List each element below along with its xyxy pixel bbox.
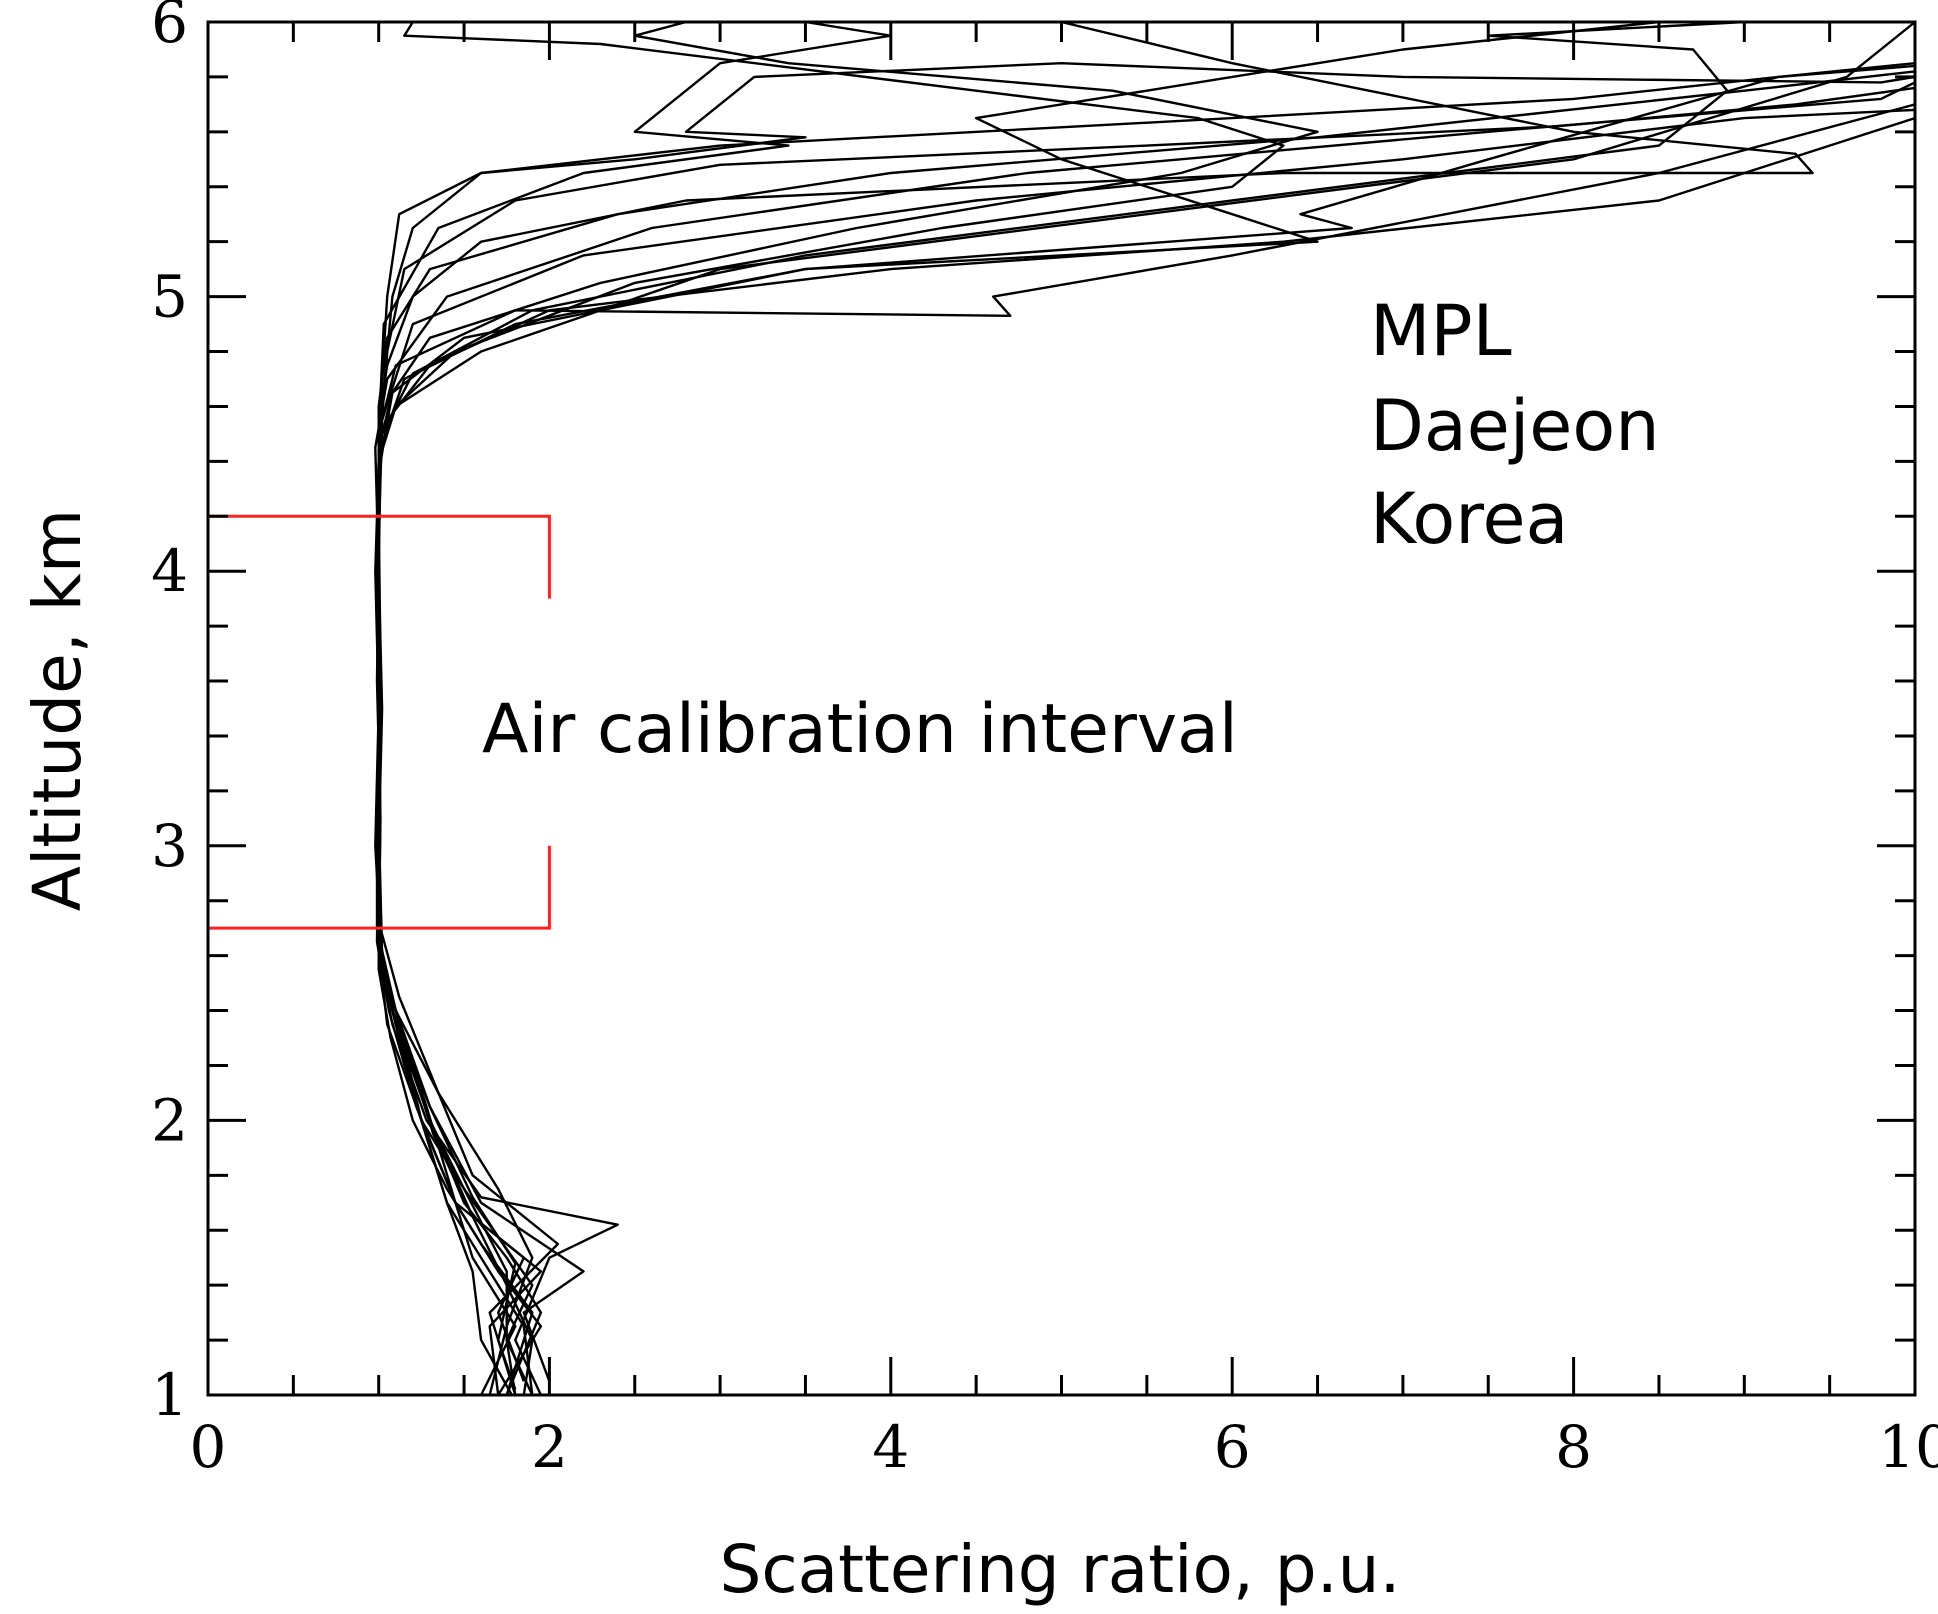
x-tick-label-4: 4 <box>872 1413 909 1481</box>
annotation-station-line-3: Korea <box>1370 478 1568 560</box>
y-tick-label-5: 5 <box>151 263 188 331</box>
annotation-station-line-1: MPL <box>1370 290 1512 372</box>
profile-line-p13 <box>377 21 1285 1396</box>
y-tick-label-6: 6 <box>151 0 188 56</box>
x-tick-label-0: 0 <box>190 1413 227 1481</box>
x-tick-label-2: 2 <box>531 1413 568 1481</box>
y-axis-title: Altitude, km <box>19 509 96 911</box>
x-tick-label-8: 8 <box>1555 1413 1592 1481</box>
y-tick-label-4: 4 <box>151 537 188 605</box>
y-tick-label-1: 1 <box>151 1361 188 1429</box>
annotation-air-calibration-interval: Air calibration interval <box>482 690 1238 769</box>
y-tick-label-3: 3 <box>151 812 188 880</box>
calibration-interval-bracket <box>208 514 551 930</box>
profile-lines <box>374 20 1916 1396</box>
profile-line-p16 <box>377 20 1745 1390</box>
plot-frame <box>206 20 1917 1397</box>
profile-line-p14 <box>377 20 1319 1396</box>
profile-line-p4 <box>375 108 1916 1382</box>
calibration-bracket-lower <box>208 845 551 930</box>
y-tick-label-2: 2 <box>151 1086 188 1154</box>
x-tick-label-10: 10 <box>1878 1413 1938 1481</box>
annotation-station-line-2: Daejeon <box>1370 385 1660 467</box>
calibration-bracket-upper <box>208 514 551 599</box>
x-tick-label-6: 6 <box>1214 1413 1251 1481</box>
x-axis-title: Scattering ratio, p.u. <box>720 1531 1401 1608</box>
